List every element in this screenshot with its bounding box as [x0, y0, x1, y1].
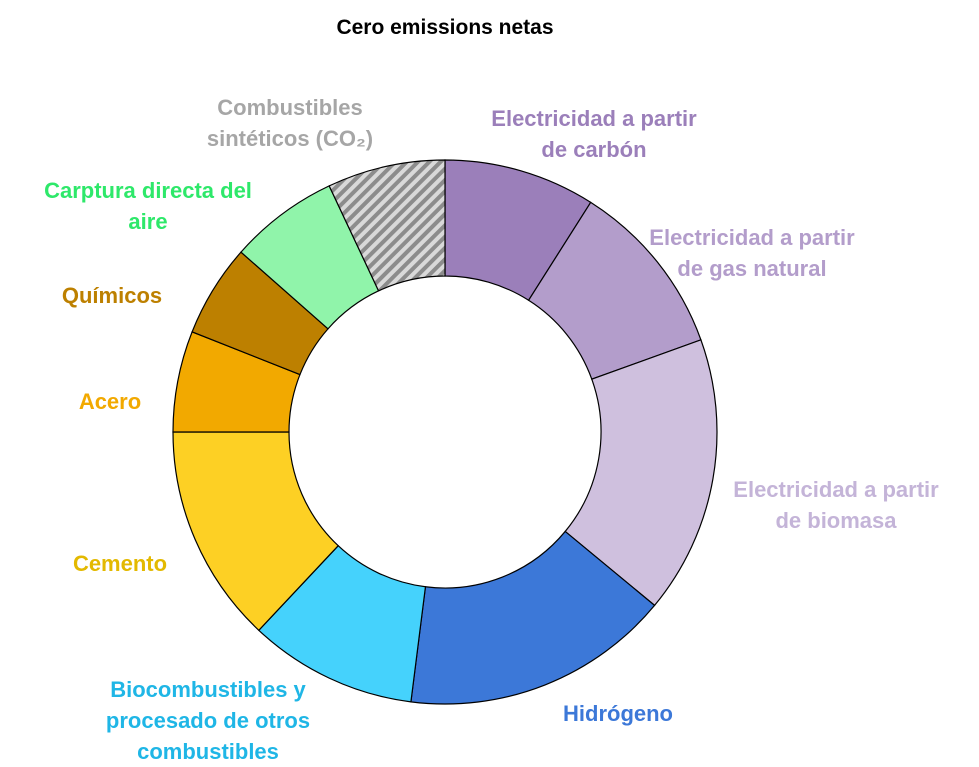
- slice-label: Electricidad a partir de carbón: [491, 106, 697, 162]
- slice-label: Electricidad a partir de gas natural: [649, 225, 855, 281]
- slice-label: Electricidad a partir de biomasa: [733, 477, 939, 533]
- slice-label: Carptura directa del aire: [44, 178, 252, 234]
- chart-title: Cero emissions netas: [336, 16, 554, 39]
- donut-slice: [564, 339, 718, 607]
- donut-slice: [328, 159, 446, 292]
- slice-label: Químicos: [61, 283, 163, 308]
- slice-label: Hidrógeno: [563, 701, 673, 726]
- slice-label: Acero: [78, 389, 142, 414]
- slice-label: Biocombustibles y procesado de otros com…: [105, 677, 311, 764]
- slice-label: Combustibles sintéticos (CO₂): [206, 95, 374, 151]
- slice-label: Cemento: [72, 551, 168, 576]
